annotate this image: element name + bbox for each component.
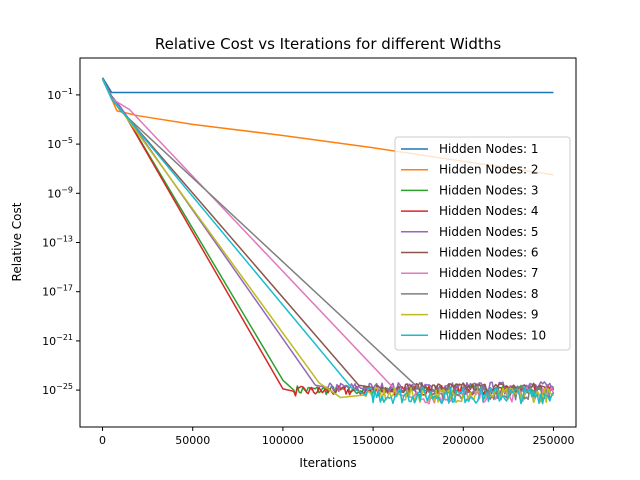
y-tick-label: 10−21 xyxy=(42,333,73,348)
legend-entry: Hidden Nodes: 10 xyxy=(439,328,546,342)
legend-entry: Hidden Nodes: 2 xyxy=(439,163,538,177)
x-tick-label: 250000 xyxy=(532,434,574,447)
y-tick-label: 10−5 xyxy=(47,136,73,151)
y-axis-label: Relative Cost xyxy=(10,202,24,281)
legend-entry: Hidden Nodes: 6 xyxy=(439,246,538,260)
x-axis-label: Iterations xyxy=(299,456,356,470)
y-tick-label: 10−17 xyxy=(42,284,73,299)
x-tick-label: 0 xyxy=(99,434,106,447)
x-tick-label: 150000 xyxy=(352,434,394,447)
y-tick-label: 10−9 xyxy=(47,185,73,200)
series-line-1 xyxy=(101,77,554,94)
legend-entry: Hidden Nodes: 7 xyxy=(439,266,538,280)
y-tick-label: 10−13 xyxy=(42,235,73,250)
x-tick-label: 100000 xyxy=(262,434,304,447)
x-tick-label: 200000 xyxy=(442,434,484,447)
legend: Hidden Nodes: 1 Hidden Nodes: 2 Hidden Nod… xyxy=(394,136,571,351)
legend-entry: Hidden Nodes: 5 xyxy=(439,225,538,239)
plot-area xyxy=(101,77,555,405)
y-axis: 10−1 10−5 10−9 10−13 10−17 10−21 10−25 xyxy=(42,87,80,397)
series-line-9 xyxy=(101,78,554,404)
series-line-10 xyxy=(101,78,554,405)
legend-entry: Hidden Nodes: 3 xyxy=(439,183,538,197)
legend-box xyxy=(394,136,571,351)
y-tick-label: 10−25 xyxy=(42,382,73,397)
y-tick-label: 10−1 xyxy=(47,87,73,102)
legend-entry: Hidden Nodes: 8 xyxy=(439,287,538,301)
x-axis: 0 50000 100000 150000 200000 250000 xyxy=(99,427,574,447)
legend-entry: Hidden Nodes: 1 xyxy=(439,142,538,156)
legend-entry: Hidden Nodes: 4 xyxy=(439,204,538,218)
x-tick-label: 50000 xyxy=(175,434,210,447)
chart-title: Relative Cost vs Iterations for differen… xyxy=(155,35,501,53)
legend-entry: Hidden Nodes: 9 xyxy=(439,308,538,322)
